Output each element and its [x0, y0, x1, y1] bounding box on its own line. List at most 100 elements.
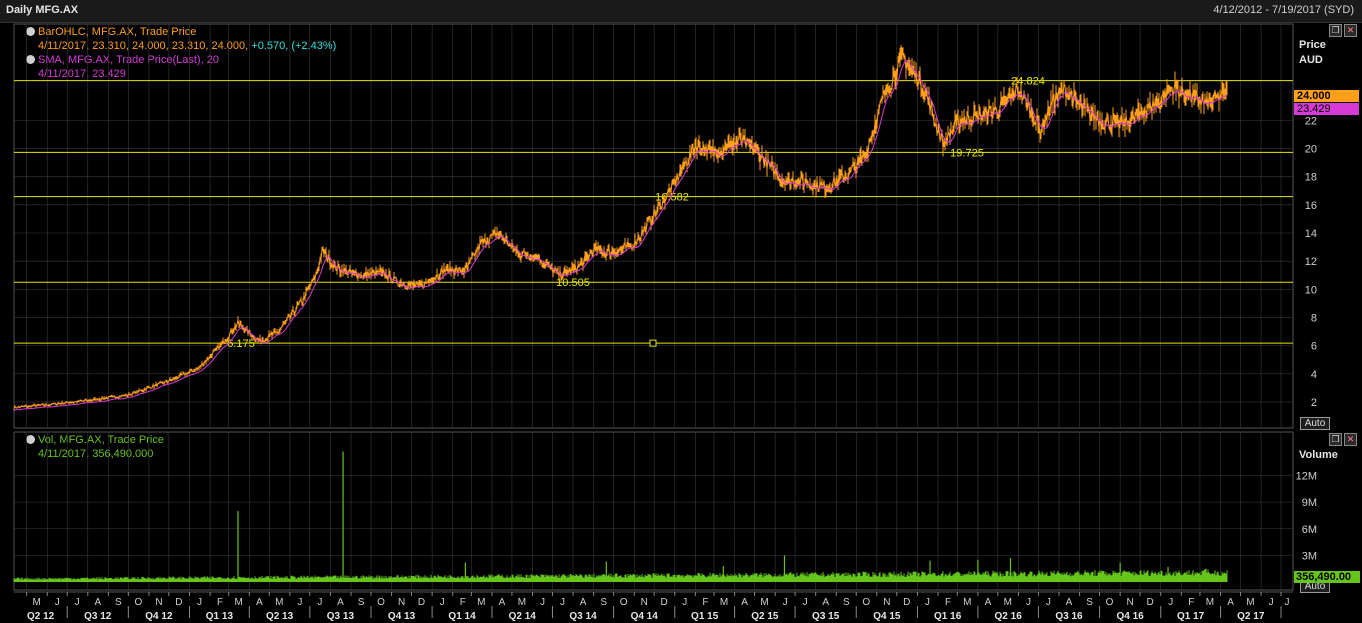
ohlc-legend-row[interactable]: BarOHLC, MFG.AX, Trade Price	[26, 25, 336, 39]
month-tick-label: J	[75, 597, 80, 608]
month-tick-label: J	[925, 597, 930, 608]
level-label: 10.505	[556, 277, 590, 289]
month-tick-label: M	[1206, 597, 1214, 608]
series-settings-icon[interactable]	[26, 435, 35, 444]
volume-values: 4/11/2017, 356,490.000	[38, 448, 154, 460]
volume-series-name: Vol, MFG.AX, Trade Price	[38, 434, 164, 446]
quarter-tick-label: Q2 16	[995, 611, 1023, 622]
month-tick-label: F	[945, 597, 951, 608]
volume-panel-close-icon[interactable]: ✕	[1344, 433, 1357, 446]
month-tick-label: D	[175, 597, 182, 608]
price-tick-label: 4	[1311, 369, 1317, 381]
month-tick-label: N	[1127, 597, 1134, 608]
month-tick-label: N	[641, 597, 648, 608]
quarter-tick-label: Q3 13	[327, 611, 355, 622]
volume-panel-frame	[13, 431, 1294, 591]
month-tick-label: D	[1146, 597, 1153, 608]
series-settings-icon[interactable]	[26, 27, 35, 36]
month-tick-label: O	[134, 597, 142, 608]
window-title-bar: Daily MFG.AX 4/12/2012 - 7/19/2017 (SYD)	[0, 0, 1362, 23]
quarter-tick-label: Q3 16	[1055, 611, 1083, 622]
month-tick-label: M	[760, 597, 768, 608]
price-tick-label: 10	[1305, 284, 1317, 296]
month-tick-label: D	[418, 597, 425, 608]
month-tick-label: M	[32, 597, 40, 608]
month-tick-label: N	[398, 597, 405, 608]
price-close-line	[13, 49, 1228, 409]
quarter-tick-label: Q4 13	[388, 611, 416, 622]
price-tick-label: 8	[1311, 312, 1317, 324]
price-tick-label: 2	[1311, 397, 1317, 409]
ohlc-change: +0.570, (+2.43%)	[251, 40, 337, 52]
price-tick-label: 14	[1305, 228, 1317, 240]
volume-tick-label: 9M	[1302, 497, 1317, 509]
quarter-tick-label: Q3 15	[812, 611, 840, 622]
quarter-tick-label: Q2 17	[1237, 611, 1265, 622]
chart-window-title: Daily MFG.AX	[6, 4, 79, 16]
quarter-tick-label: Q3 14	[569, 611, 597, 622]
month-tick-label: J	[1168, 597, 1173, 608]
sma-series-name: SMA, MFG.AX, Trade Price(Last), 20	[38, 54, 219, 66]
month-tick-label: J	[1026, 597, 1031, 608]
level-label: 6.175	[227, 338, 255, 350]
sma-legend-row[interactable]: SMA, MFG.AX, Trade Price(Last), 20	[26, 53, 336, 67]
month-tick-label: F	[460, 597, 466, 608]
ohlc-bars	[13, 45, 1228, 410]
quarter-tick-label: Q1 14	[448, 611, 476, 622]
level-label: 19.725	[950, 147, 984, 159]
month-tick-label: J	[783, 597, 788, 608]
volume-panel-restore-icon[interactable]: ❐	[1329, 433, 1342, 446]
price-panel-restore-icon[interactable]: ❐	[1329, 24, 1342, 37]
price-tick-label: 22	[1305, 115, 1317, 127]
price-axis-unit: AUD	[1299, 54, 1323, 66]
month-tick-label: S	[843, 597, 850, 608]
quarter-tick-label: Q2 13	[266, 611, 294, 622]
month-tick-label: S	[115, 597, 122, 608]
series-settings-icon[interactable]	[26, 55, 35, 64]
month-tick-label: S	[1086, 597, 1093, 608]
month-tick-label: O	[862, 597, 870, 608]
quarter-tick-label: Q2 15	[751, 611, 779, 622]
month-tick-label: O	[620, 597, 628, 608]
month-tick-label: M	[235, 597, 243, 608]
month-tick-label: A	[1066, 597, 1073, 608]
month-tick-label: M	[720, 597, 728, 608]
month-tick-label: J	[1285, 597, 1290, 608]
month-tick-label: N	[883, 597, 890, 608]
quarter-tick-label: Q2 12	[27, 611, 55, 622]
price-tick-label: 18	[1305, 172, 1317, 184]
month-tick-label: J	[55, 597, 60, 608]
month-tick-label: O	[377, 597, 385, 608]
date-range-label: 4/12/2012 - 7/19/2017 (SYD)	[1213, 4, 1354, 16]
month-tick-label: A	[337, 597, 344, 608]
quarter-tick-label: Q1 16	[934, 611, 962, 622]
last-price-tag: 24.000	[1294, 90, 1359, 102]
ohlc-values-row: 4/11/2017, 23.310, 24.000, 23.310, 24.00…	[26, 39, 336, 53]
sma-value-tag: 23.429	[1294, 103, 1359, 115]
month-tick-label: J	[197, 597, 202, 608]
month-tick-label: O	[1106, 597, 1114, 608]
month-tick-label: A	[580, 597, 587, 608]
month-tick-label: J	[440, 597, 445, 608]
sma-values: 4/11/2017, 23.429	[38, 68, 126, 80]
level-label: 16.582	[655, 192, 689, 204]
month-tick-label: D	[903, 597, 910, 608]
month-tick-label: N	[155, 597, 162, 608]
volume-legend-row[interactable]: Vol, MFG.AX, Trade Price	[26, 433, 164, 447]
quarter-tick-label: Q4 12	[145, 611, 173, 622]
price-panel-close-icon[interactable]: ✕	[1344, 24, 1357, 37]
month-tick-label: J	[1269, 597, 1274, 608]
month-tick-label: M	[963, 597, 971, 608]
month-tick-label: M	[518, 597, 526, 608]
price-tick-label: 16	[1305, 200, 1317, 212]
volume-legend: Vol, MFG.AX, Trade Price 4/11/2017, 356,…	[26, 433, 164, 461]
quarter-tick-label: Q1 15	[691, 611, 719, 622]
month-tick-label: D	[661, 597, 668, 608]
level-label: 24.824	[1011, 76, 1045, 88]
price-auto-scale-button[interactable]: Auto	[1300, 417, 1330, 430]
month-tick-label: J	[540, 597, 545, 608]
price-tick-label: 20	[1305, 144, 1317, 156]
price-tick-label: 12	[1305, 256, 1317, 268]
price-legend: BarOHLC, MFG.AX, Trade Price 4/11/2017, …	[26, 25, 336, 81]
